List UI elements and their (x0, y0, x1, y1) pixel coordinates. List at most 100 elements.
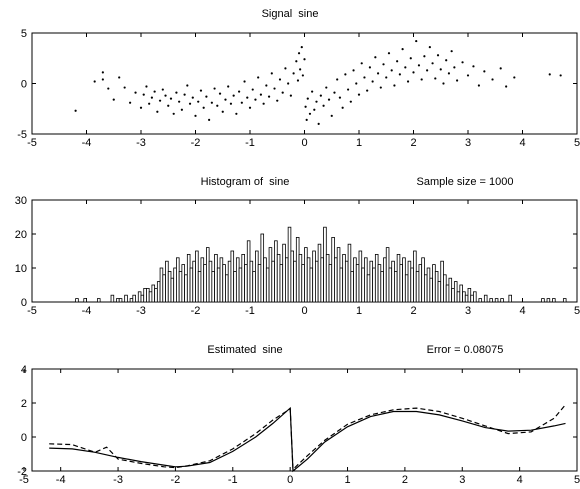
scatter-point (197, 100, 200, 103)
scatter-point (142, 93, 145, 96)
histogram-bar (200, 257, 205, 303)
x-tick-label: -1 (245, 137, 255, 149)
histogram-bar (282, 243, 286, 303)
histogram-bar (151, 284, 156, 303)
histogram-bar (489, 298, 493, 303)
scatter-point (505, 85, 508, 88)
histogram-bar (110, 294, 115, 303)
x-tick-label: 4 (519, 305, 525, 317)
histogram-bar (385, 247, 390, 303)
scatter-point (445, 59, 448, 62)
scatter-point (559, 74, 562, 77)
histogram-bar (118, 298, 123, 303)
scatter-point (513, 76, 516, 79)
histogram-bar (274, 240, 278, 303)
scatter-point (202, 106, 205, 109)
histogram-bar (162, 274, 166, 303)
histogram-bar (181, 264, 185, 303)
x-tick-label: 4 (519, 137, 525, 149)
scatter-point (150, 96, 153, 99)
scatter-point (257, 76, 260, 79)
scatter-point (164, 94, 167, 97)
histogram-bar (197, 270, 202, 303)
x-tick-label: 5 (574, 474, 580, 486)
scatter-point (246, 96, 249, 99)
histogram-bar (314, 260, 319, 303)
histogram-bar (241, 253, 245, 303)
histogram-bar (148, 291, 153, 303)
scatter-point (461, 61, 464, 64)
histogram-bar (156, 281, 161, 303)
scatter-point (313, 108, 316, 111)
scatter-point (499, 67, 502, 70)
histogram-bar (407, 260, 412, 303)
scatter-point (344, 73, 347, 76)
histogram-bar (410, 267, 414, 303)
scatter-point (376, 72, 380, 75)
scatter-point (333, 91, 336, 94)
histogram-bar (462, 291, 466, 303)
scatter-point (238, 90, 241, 93)
scatter-point (186, 84, 189, 87)
y-tick-label: 4 (21, 364, 27, 376)
x-tick-label: 5 (574, 137, 580, 149)
scatter-point (235, 112, 238, 115)
scatter-point (156, 110, 159, 113)
scatter-point (330, 114, 333, 117)
scatter-point (363, 76, 366, 79)
histogram-bar (320, 257, 324, 303)
plot-frame (31, 32, 578, 135)
histogram-bar (304, 247, 308, 303)
scatter-point (248, 106, 252, 109)
y-tick-label: 30 (15, 195, 27, 207)
scatter-point (341, 106, 344, 109)
scatter-point (175, 91, 178, 94)
histogram-bar (298, 253, 303, 303)
scatter-point (325, 86, 328, 89)
scatter-point (281, 91, 284, 94)
y-tick-label: 0 (21, 297, 27, 309)
scatter-point (442, 82, 445, 85)
chart-title: Signal sine (262, 8, 319, 20)
x-tick-label: -2 (171, 474, 181, 486)
x-tick-label: -4 (56, 474, 66, 486)
scatter-point (262, 102, 265, 105)
histogram-bar (309, 267, 314, 303)
scatter-point (295, 60, 298, 63)
scatter-point (396, 60, 399, 63)
histogram-bar (426, 267, 431, 303)
histogram-bar (443, 274, 447, 303)
scatter-point (123, 86, 126, 89)
scatter-point (183, 93, 186, 96)
scatter-point (311, 90, 314, 93)
scatter-point (139, 106, 143, 109)
histogram-bar (355, 264, 360, 303)
estimated-curve-panel: Estimated sine Error = 0.08075 -5 -4 -3 -2 -1 0… (17, 344, 580, 486)
histogram-bar (268, 247, 273, 303)
x-tick-label: 2 (410, 137, 416, 149)
scatter-point (210, 101, 213, 104)
histogram-bar (358, 250, 363, 303)
x-tick-label: 3 (459, 474, 465, 486)
histogram-bar (186, 253, 191, 303)
scatter-point (436, 54, 440, 57)
histogram-bar (222, 264, 226, 303)
scatter-point (148, 102, 151, 105)
histogram-bar (451, 287, 455, 303)
histogram-bar (129, 298, 134, 303)
histogram-bar (394, 270, 398, 303)
histogram-bar (276, 253, 281, 303)
x-tick-label: -1 (228, 474, 238, 486)
scatter-point (406, 80, 410, 83)
histogram-bar (219, 257, 224, 303)
histogram-bar (83, 298, 87, 303)
histogram-bar (396, 253, 401, 303)
scatter-point (450, 50, 453, 53)
scatter-point (208, 118, 211, 121)
x-tick-label: -4 (82, 305, 92, 317)
scatter-point (466, 74, 470, 77)
histogram-bar (293, 260, 297, 303)
scatter-point (431, 62, 434, 65)
histogram-bar (271, 260, 275, 303)
x-tick-label: 0 (287, 474, 293, 486)
